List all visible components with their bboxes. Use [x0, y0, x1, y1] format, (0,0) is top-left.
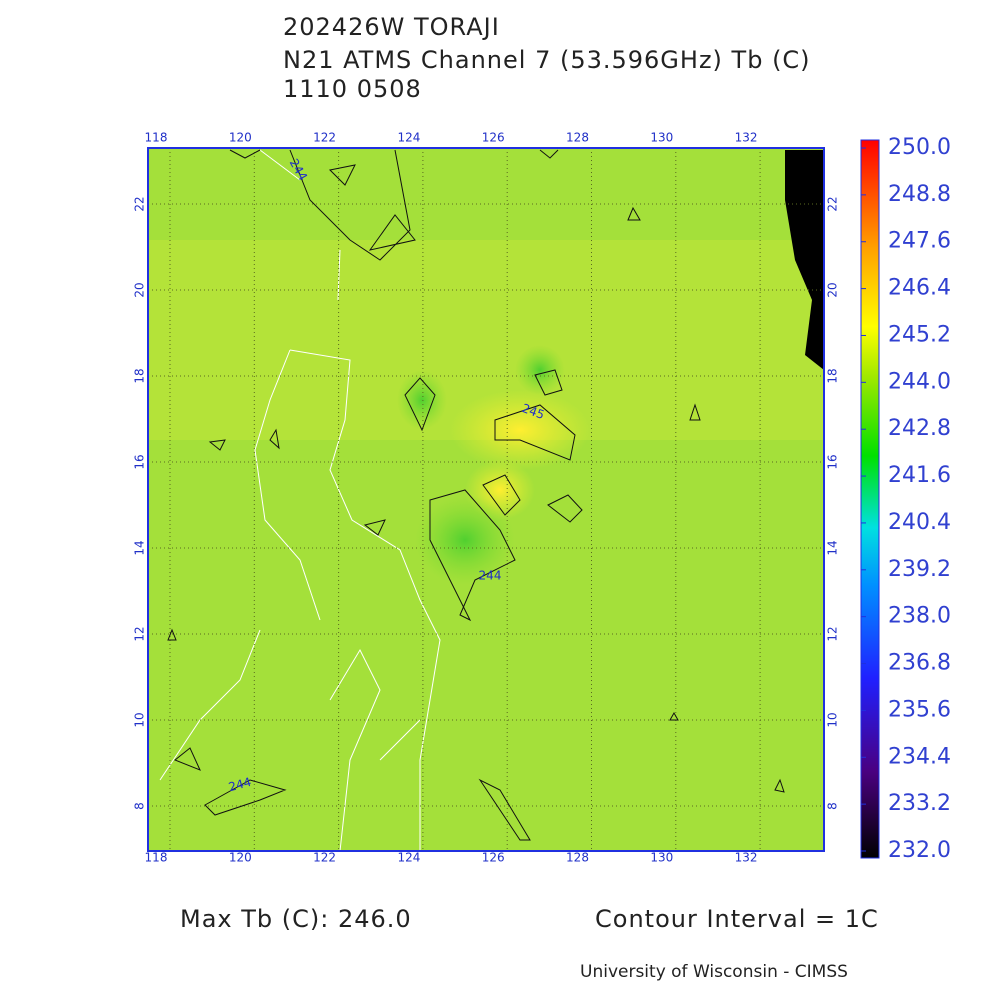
lat-label-left: 12: [133, 626, 147, 641]
lat-label-right: 20: [826, 282, 840, 297]
colorbar-label: 234.4: [888, 744, 951, 769]
title-product: N21 ATMS Channel 7 (53.596GHz) Tb (C): [283, 46, 811, 74]
lon-label-top: 130: [650, 131, 673, 145]
colorbar-label: 242.8: [888, 416, 951, 441]
lon-label-top: 118: [145, 131, 168, 145]
title-time: 1110 0508: [283, 75, 422, 103]
lon-label-bottom: 124: [397, 851, 420, 865]
lat-label-right: 16: [826, 454, 840, 469]
lat-label-left: 18: [133, 368, 147, 383]
contour-label: 244: [479, 569, 502, 583]
lat-label-right: 12: [826, 626, 840, 641]
colorbar-label: 236.8: [888, 651, 951, 676]
lat-label-left: 16: [133, 454, 147, 469]
warm-area: [450, 390, 590, 470]
colorbar-label: 241.6: [888, 463, 951, 488]
lon-label-top: 128: [566, 131, 589, 145]
colorbar-label: 247.6: [888, 229, 951, 254]
colorbar-label: 248.8: [888, 182, 951, 207]
colorbar-label: 245.2: [888, 322, 951, 347]
lat-label-left: 20: [133, 282, 147, 297]
lat-label-right: 18: [826, 368, 840, 383]
contour-label: 244: [227, 775, 253, 794]
colorbar-label: 233.2: [888, 791, 951, 816]
cool-area: [397, 370, 447, 430]
colorbar-label: 239.2: [888, 557, 951, 582]
lon-label-top: 124: [397, 131, 420, 145]
lon-label-top: 122: [313, 131, 336, 145]
map-field: [148, 148, 824, 851]
credit: University of Wisconsin - CIMSS: [580, 962, 848, 982]
map-frame: [147, 147, 825, 852]
cool-area: [515, 345, 565, 395]
colorbar: [860, 139, 880, 859]
colorbar-label: 244.0: [888, 369, 951, 394]
title-storm: 202426W TORAJI: [283, 13, 500, 41]
colorbar-label: 240.4: [888, 510, 951, 535]
lon-label-top: 126: [482, 131, 505, 145]
lon-label-top: 132: [735, 131, 758, 145]
lat-label-left: 14: [133, 540, 147, 555]
lon-label-bottom: 130: [650, 851, 673, 865]
lat-label-right: 22: [826, 196, 840, 211]
cold-region: [785, 150, 824, 370]
lon-label-bottom: 126: [482, 851, 505, 865]
lon-label-bottom: 128: [566, 851, 589, 865]
lon-label-bottom: 122: [313, 851, 336, 865]
colorbar-label: 238.0: [888, 604, 951, 629]
contour: [167, 149, 785, 841]
lon-label-bottom: 118: [145, 851, 168, 865]
colorbar-label: 235.6: [888, 697, 951, 722]
lat-label-right: 8: [826, 802, 840, 810]
cool-area: [415, 495, 515, 585]
contour-interval: Contour Interval = 1C: [595, 905, 879, 933]
colorbar-label: 246.4: [888, 276, 951, 301]
coastline: [159, 149, 441, 851]
lon-label-bottom: 120: [229, 851, 252, 865]
lon-label-bottom: 132: [735, 851, 758, 865]
lat-label-right: 14: [826, 540, 840, 555]
max-tb: Max Tb (C): 246.0: [180, 905, 412, 933]
lat-label-left: 8: [133, 802, 147, 810]
lon-label-top: 120: [229, 131, 252, 145]
colorbar-label: 232.0: [888, 838, 951, 863]
lat-label-left: 22: [133, 196, 147, 211]
colorbar-label: 250.0: [888, 135, 951, 160]
lat-label-left: 10: [133, 712, 147, 727]
lat-label-right: 10: [826, 712, 840, 727]
